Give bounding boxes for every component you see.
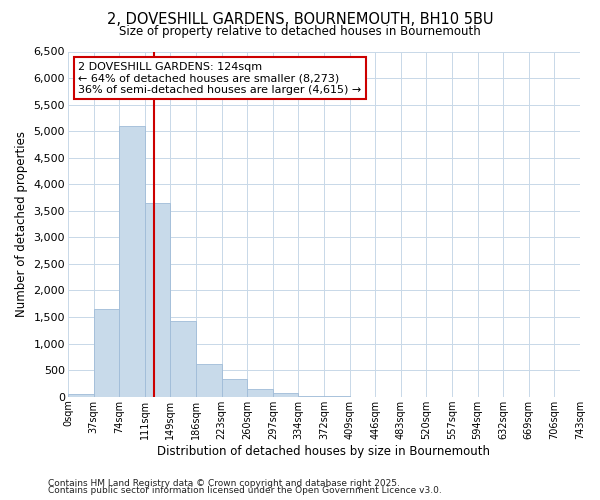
Y-axis label: Number of detached properties: Number of detached properties [15,131,28,317]
Bar [119,126,145,396]
Bar [221,379,247,396]
Bar [94,309,119,396]
Bar [145,203,170,396]
Bar [273,393,298,396]
Text: 2, DOVESHILL GARDENS, BOURNEMOUTH, BH10 5BU: 2, DOVESHILL GARDENS, BOURNEMOUTH, BH10 … [107,12,493,28]
Bar [68,394,94,396]
Bar [247,388,273,396]
Text: Contains public sector information licensed under the Open Government Licence v3: Contains public sector information licen… [48,486,442,495]
Bar [170,320,196,396]
Text: Contains HM Land Registry data © Crown copyright and database right 2025.: Contains HM Land Registry data © Crown c… [48,478,400,488]
Text: Size of property relative to detached houses in Bournemouth: Size of property relative to detached ho… [119,25,481,38]
Bar [196,364,221,396]
X-axis label: Distribution of detached houses by size in Bournemouth: Distribution of detached houses by size … [157,444,490,458]
Text: 2 DOVESHILL GARDENS: 124sqm
← 64% of detached houses are smaller (8,273)
36% of : 2 DOVESHILL GARDENS: 124sqm ← 64% of det… [78,62,361,95]
